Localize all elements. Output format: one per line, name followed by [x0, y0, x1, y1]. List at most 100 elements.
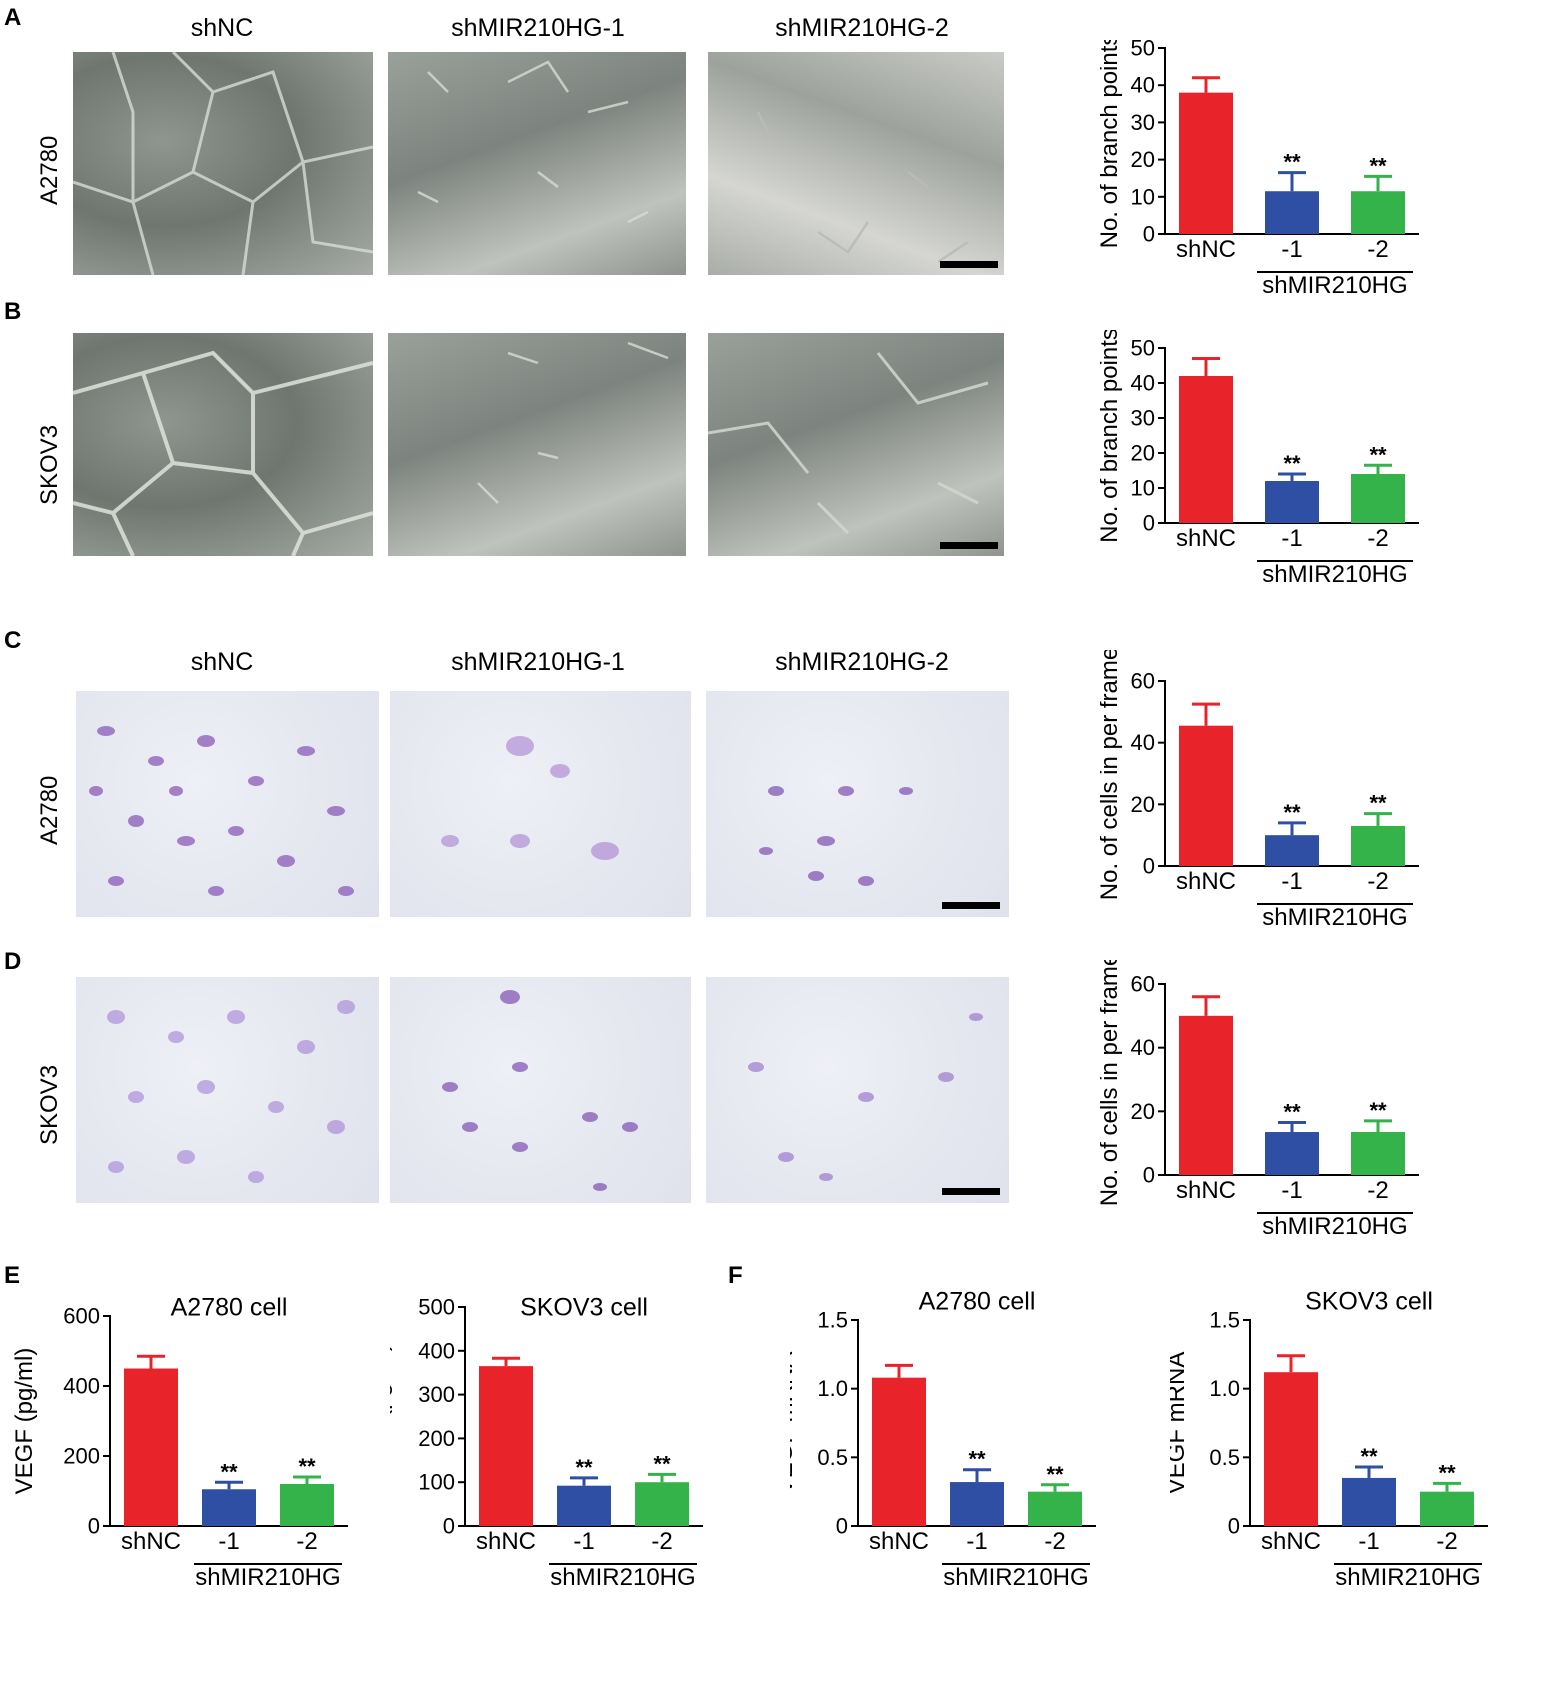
significance-e2-2: ** [653, 1451, 671, 1476]
row-label-skov3-b: SKOV3 [36, 424, 63, 505]
x-category-label-d-0: shNC [1176, 1177, 1236, 1204]
bar-c-1 [1265, 835, 1319, 866]
y-tick-label-a-2: 20 [1131, 147, 1155, 172]
x-category-label-a-2: -2 [1367, 236, 1388, 263]
significance-e2-1: ** [575, 1455, 593, 1480]
bar-d-0 [1179, 1015, 1233, 1175]
significance-d-2: ** [1369, 1098, 1387, 1123]
chart-f1: A2780 cell 0 0.5 1.0 1.5 VEGF mRNA shNC ** -1 ** -… [771, 1270, 1170, 1700]
bar-c-0 [1179, 725, 1233, 866]
y-tick-label-a-4: 40 [1131, 73, 1155, 98]
y-tick-label-e1-3: 600 [63, 1304, 100, 1329]
y-tick-label-f1-0: 0 [836, 1514, 848, 1539]
bar-a-0 [1179, 92, 1233, 234]
x-category-label-f2-2: -2 [1436, 1528, 1457, 1555]
y-tick-label-b-2: 20 [1131, 441, 1155, 466]
y-tick-label-d-2: 40 [1131, 1035, 1155, 1060]
group-label-b: shMIR210HG [1262, 561, 1407, 588]
significance-e1-2: ** [298, 1454, 316, 1479]
bar-b-1 [1265, 481, 1319, 523]
bar-f1-2 [1028, 1491, 1082, 1526]
y-tick-label-c-0: 0 [1143, 854, 1155, 879]
y-tick-label-b-5: 50 [1131, 336, 1155, 361]
significance-f2-1: ** [1360, 1444, 1378, 1469]
y-tick-label-f2-3: 1.5 [1209, 1308, 1240, 1333]
micrograph-b-shnc [73, 333, 373, 556]
micrograph-c-shnc [76, 691, 379, 917]
y-tick-label-a-5: 50 [1131, 40, 1155, 61]
stained-cells-d-1 [442, 990, 638, 1191]
column-title-shmir210hg-2-c: shMIR210HG-2 [775, 648, 949, 676]
panel-letter-f: F [728, 1262, 743, 1289]
significance-f1-1: ** [968, 1447, 986, 1472]
significance-a-1: ** [1283, 150, 1301, 175]
x-category-label-e2-0: shNC [476, 1528, 536, 1555]
y-axis-label-d: No. of cells in per frame [1100, 960, 1123, 1206]
y-axis-label-b: No. of branch points [1100, 330, 1123, 543]
y-tick-label-f1-2: 1.0 [817, 1376, 848, 1401]
bar-e2-0 [479, 1366, 533, 1526]
micrograph-d-shmir210hg-2 [706, 977, 1009, 1203]
x-category-label-f2-1: -1 [1358, 1528, 1379, 1555]
chart-a: 0 10 20 30 40 50 No. of branch points shNC ** -1 *… [1096, 34, 1530, 310]
x-category-label-d-2: -2 [1367, 1177, 1388, 1204]
y-tick-label-a-3: 30 [1131, 110, 1155, 135]
x-category-label-e2-2: -2 [651, 1528, 672, 1555]
micrograph-c-shmir210hg-2 [706, 691, 1009, 917]
x-category-label-b-1: -1 [1281, 525, 1302, 552]
tube-network-a-shnc [73, 52, 373, 275]
significance-a-2: ** [1369, 153, 1387, 178]
x-category-label-e2-1: -1 [573, 1528, 594, 1555]
y-tick-label-e2-1: 100 [418, 1470, 455, 1495]
y-axis-label-a: No. of branch points [1100, 40, 1123, 248]
column-title-shnc-c: shNC [190, 648, 254, 676]
bar-d-2 [1351, 1132, 1405, 1175]
bar-e1-0 [124, 1368, 178, 1526]
y-tick-label-d-1: 20 [1131, 1099, 1155, 1124]
column-title-shnc: shNC [190, 14, 254, 42]
y-axis-label-f1: VEGF mRNA [790, 1352, 798, 1495]
bar-f2-0 [1264, 1372, 1318, 1526]
bar-a-1 [1265, 191, 1319, 234]
row-label-a2780-c: A2780 [36, 775, 63, 845]
y-tick-label-a-0: 0 [1143, 222, 1155, 247]
panel-letter-d: D [4, 948, 22, 975]
x-category-label-f1-2: -2 [1044, 1528, 1065, 1555]
stained-cells-c-2 [759, 786, 913, 886]
panel-letter-e: E [4, 1262, 21, 1289]
bar-e1-1 [202, 1489, 256, 1526]
panel-letter-a: A [4, 4, 22, 31]
group-label-d: shMIR210HG [1262, 1213, 1407, 1240]
x-category-label-c-0: shNC [1176, 868, 1236, 895]
x-category-label-b-0: shNC [1176, 525, 1236, 552]
micrograph-c-shmir210hg-1 [390, 691, 691, 917]
chart-title-f2: SKOV3 cell [1305, 1288, 1433, 1316]
y-tick-label-c-3: 60 [1131, 669, 1155, 694]
micrograph-b-shmir210hg-1 [388, 333, 686, 556]
significance-e1-1: ** [220, 1459, 238, 1484]
panel-letter-c: C [4, 627, 22, 654]
y-tick-label-b-1: 10 [1131, 476, 1155, 501]
bar-f2-1 [1342, 1477, 1396, 1526]
y-axis-label-e1: VEGF (pg/ml) [11, 1348, 38, 1495]
x-category-label-c-1: -1 [1281, 868, 1302, 895]
chart-title-f1: A2780 cell [919, 1288, 1036, 1316]
y-tick-label-b-0: 0 [1143, 511, 1155, 536]
y-tick-label-e2-4: 400 [418, 1338, 455, 1363]
y-tick-label-c-2: 40 [1131, 730, 1155, 755]
significance-d-1: ** [1283, 1099, 1301, 1124]
column-title-shmir210hg-1-c: shMIR210HG-1 [451, 648, 625, 676]
significance-f1-2: ** [1046, 1462, 1064, 1487]
significance-c-2: ** [1369, 791, 1387, 816]
scale-bar-a [940, 261, 998, 268]
bar-b-2 [1351, 474, 1405, 523]
tube-network-b-shnc [73, 350, 373, 556]
tube-fragments-b-1 [477, 341, 669, 504]
chart-f2: SKOV3 cell 0 0.5 1.0 1.5 VEGF mRNA shNC ** -1 ** -… [1163, 1270, 1552, 1700]
y-tick-label-e2-2: 200 [418, 1426, 455, 1451]
y-tick-label-b-4: 40 [1131, 371, 1155, 396]
row-label-skov3-d: SKOV3 [36, 1064, 63, 1145]
x-category-label-c-2: -2 [1367, 868, 1388, 895]
y-tick-label-f2-2: 1.0 [1209, 1376, 1240, 1401]
group-label-f2: shMIR210HG [1335, 1564, 1480, 1591]
